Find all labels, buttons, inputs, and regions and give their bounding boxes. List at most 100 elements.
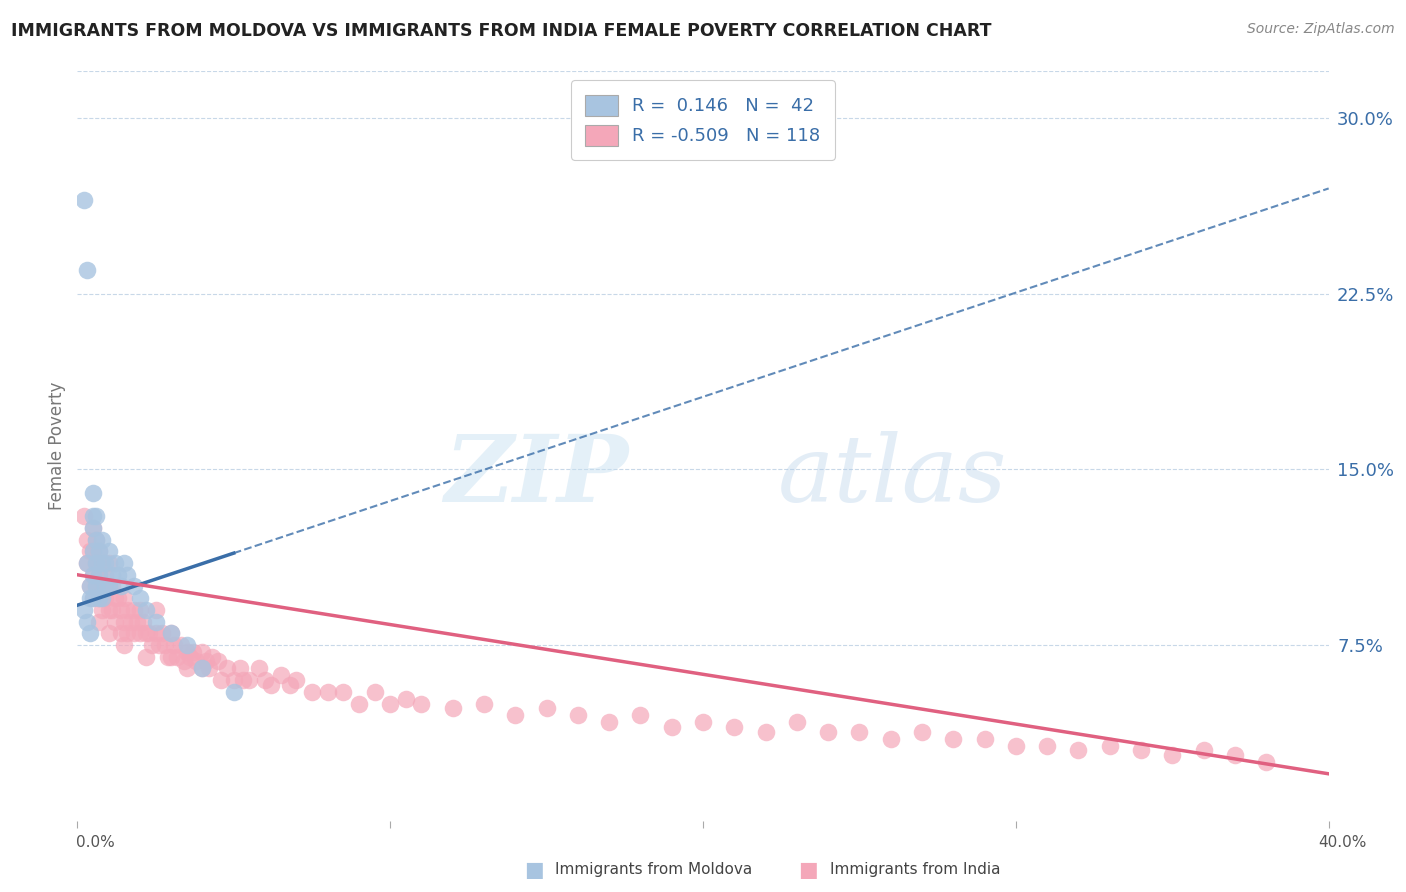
Point <box>163 638 186 652</box>
Point <box>1036 739 1059 753</box>
Point <box>84 533 107 547</box>
Point <box>1098 739 1121 753</box>
Point <box>1254 755 1277 769</box>
Point <box>89 544 111 558</box>
Point <box>201 649 224 664</box>
Point <box>100 603 122 617</box>
Point <box>125 615 148 629</box>
Point <box>232 673 254 688</box>
Point <box>91 556 114 570</box>
Point <box>82 591 104 606</box>
Text: IMMIGRANTS FROM MOLDOVA VS IMMIGRANTS FROM INDIA FEMALE POVERTY CORRELATION CHAR: IMMIGRANTS FROM MOLDOVA VS IMMIGRANTS FR… <box>11 22 991 40</box>
Point <box>72 193 94 207</box>
Point <box>238 673 260 688</box>
Point <box>129 591 152 606</box>
Point <box>117 567 139 582</box>
Point <box>567 708 589 723</box>
Point <box>94 591 117 606</box>
Y-axis label: Female Poverty: Female Poverty <box>48 382 66 510</box>
Point <box>191 661 214 675</box>
Text: 0.0%: 0.0% <box>76 836 115 850</box>
Point <box>100 580 122 594</box>
Point <box>786 715 808 730</box>
Point <box>181 645 204 659</box>
Point <box>104 591 127 606</box>
Point <box>110 626 132 640</box>
Point <box>395 692 418 706</box>
Point <box>89 544 111 558</box>
Point <box>89 567 111 582</box>
Text: Immigrants from Moldova: Immigrants from Moldova <box>555 863 752 877</box>
Point <box>229 661 252 675</box>
Point <box>82 485 104 500</box>
Legend: R =  0.146   N =  42, R = -0.509   N = 118: R = 0.146 N = 42, R = -0.509 N = 118 <box>571 80 835 160</box>
Point <box>110 580 132 594</box>
Point <box>191 661 214 675</box>
Point <box>91 556 114 570</box>
Point <box>76 263 98 277</box>
Point <box>1223 747 1246 762</box>
Point <box>91 603 114 617</box>
Point <box>84 580 107 594</box>
Point <box>94 567 117 582</box>
Point <box>94 556 117 570</box>
Point <box>112 615 135 629</box>
Point <box>97 580 120 594</box>
Point <box>82 521 104 535</box>
Point <box>117 603 139 617</box>
Point <box>153 638 176 652</box>
Point <box>285 673 308 688</box>
Point <box>197 661 219 675</box>
Point <box>148 638 170 652</box>
Point <box>316 685 339 699</box>
Point <box>260 678 283 692</box>
Point <box>1004 739 1026 753</box>
Point <box>89 591 111 606</box>
Point <box>536 701 558 715</box>
Point <box>270 668 292 682</box>
Point <box>112 556 135 570</box>
Point <box>112 638 135 652</box>
Point <box>598 715 620 730</box>
Point <box>97 603 120 617</box>
Point <box>194 655 217 669</box>
Point <box>911 724 934 739</box>
Point <box>363 685 385 699</box>
Point <box>82 521 104 535</box>
Point <box>176 638 198 652</box>
Point <box>145 615 167 629</box>
Point <box>97 556 120 570</box>
Point <box>97 580 120 594</box>
Point <box>347 697 370 711</box>
Point <box>848 724 870 739</box>
Point <box>97 544 120 558</box>
Point <box>217 661 239 675</box>
Point <box>82 591 104 606</box>
Point <box>472 697 495 711</box>
Point <box>72 509 94 524</box>
Point <box>84 556 107 570</box>
Point <box>135 649 157 664</box>
Point <box>79 544 101 558</box>
Point <box>79 580 101 594</box>
Point <box>141 638 163 652</box>
Point <box>76 615 98 629</box>
Point <box>150 626 173 640</box>
Point <box>253 673 276 688</box>
Point <box>176 661 198 675</box>
Point <box>79 591 101 606</box>
Text: Source: ZipAtlas.com: Source: ZipAtlas.com <box>1247 22 1395 37</box>
Point <box>76 556 98 570</box>
Point <box>132 615 155 629</box>
Point <box>942 731 965 746</box>
Text: Immigrants from India: Immigrants from India <box>830 863 1000 877</box>
Point <box>179 649 201 664</box>
Point <box>91 580 114 594</box>
Point <box>84 509 107 524</box>
Point <box>723 720 745 734</box>
Point <box>100 567 122 582</box>
Point <box>160 649 183 664</box>
Point <box>145 603 167 617</box>
Point <box>1067 743 1090 757</box>
Point <box>91 591 114 606</box>
